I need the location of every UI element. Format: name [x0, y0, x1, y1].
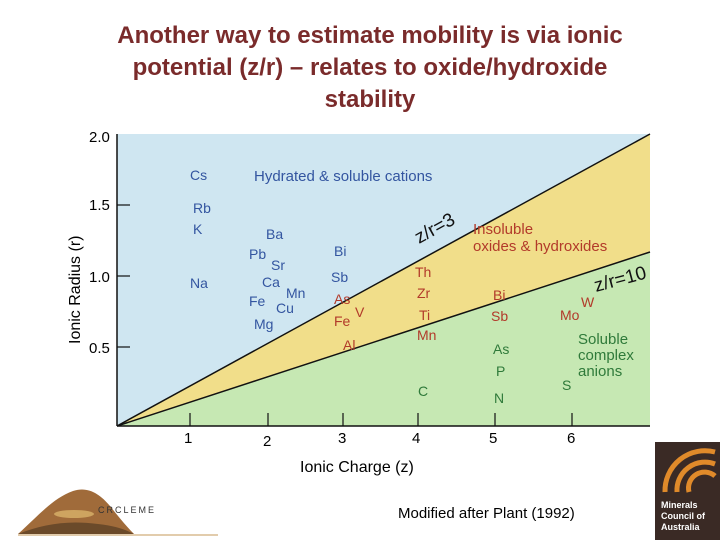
element-cs: Cs — [190, 167, 207, 183]
minerals-council-rings-icon — [662, 448, 717, 493]
element-zr: Zr — [417, 285, 431, 301]
x-tick-label-1: 1 — [184, 430, 192, 447]
mca-line-1: Minerals — [661, 500, 698, 510]
element-mn2: Mn — [286, 285, 305, 301]
region-label-insoluble-1: Insoluble — [473, 221, 533, 238]
y-axis-label: Ionic Radius (r) — [67, 236, 84, 344]
element-p: P — [496, 363, 505, 379]
minerals-council-text: Minerals Council of Australia — [661, 500, 705, 533]
x-tick-label-3: 3 — [338, 430, 346, 447]
x-tick-marks — [189, 413, 573, 426]
x-tick-label-2: 2 — [263, 433, 271, 450]
title-line-1: Another way to estimate mobility is via … — [117, 22, 623, 49]
boundary-line-zr10 — [116, 251, 651, 427]
region-label-complex-1: Soluble — [578, 331, 628, 348]
element-n: N — [494, 390, 504, 406]
element-ba: Ba — [266, 226, 283, 242]
element-as5: As — [493, 341, 509, 357]
element-mg: Mg — [254, 316, 273, 332]
element-mn4: Mn — [417, 327, 436, 343]
element-fe3: Fe — [334, 313, 351, 329]
element-as3: As — [334, 291, 350, 307]
element-s: S — [562, 377, 571, 393]
crcleme-logo: CRCLEME — [18, 476, 218, 540]
crcleme-logo-text: CRCLEME — [98, 505, 157, 515]
y-tick-label-2-0: 2.0 — [89, 129, 110, 146]
element-sb3: Sb — [331, 269, 348, 285]
element-v: V — [355, 304, 365, 320]
title-line-3: stability — [324, 86, 416, 113]
region-label-complex-3: anions — [578, 363, 622, 380]
source-credit: Modified after Plant (1992) — [398, 505, 575, 522]
element-pb: Pb — [249, 246, 266, 262]
element-mo: Mo — [560, 307, 580, 323]
y-tick-label-1-0: 1.0 — [89, 269, 110, 286]
minerals-council-logo: Minerals Council of Australia — [655, 442, 720, 540]
element-fe2: Fe — [249, 293, 266, 309]
crcleme-logo-graphic — [18, 489, 218, 536]
element-c: C — [418, 383, 428, 399]
element-cu: Cu — [276, 300, 294, 316]
y-tick-label-1-5: 1.5 — [89, 197, 110, 214]
y-tick-label-0-5: 0.5 — [89, 340, 110, 357]
mca-line-2: Council of — [661, 511, 705, 521]
element-bi5: Bi — [493, 287, 505, 303]
element-bi3: Bi — [334, 243, 346, 259]
boundary-line-zr3 — [116, 133, 651, 427]
title-line-2: potential (z/r) – relates to oxide/hydro… — [132, 54, 608, 81]
element-labels-insoluble: As V Fe Al Th Zr Ti Mn Bi Sb Mo W — [334, 264, 595, 353]
region-label-soluble-cations: Hydrated & soluble cations — [254, 168, 432, 185]
element-ca: Ca — [262, 274, 280, 290]
element-labels-complex: C As P N S — [418, 341, 571, 406]
x-tick-label-4: 4 — [412, 430, 420, 447]
x-tick-label-5: 5 — [489, 430, 497, 447]
y-tick-marks — [117, 204, 130, 348]
element-sb5: Sb — [491, 308, 508, 324]
element-k: K — [193, 221, 203, 237]
region-label-complex-2: complex — [578, 347, 634, 364]
element-na: Na — [190, 275, 208, 291]
element-ti: Ti — [419, 307, 430, 323]
x-tick-label-6: 6 — [567, 430, 575, 447]
slide-title: Another way to estimate mobility is via … — [40, 20, 700, 116]
element-al: Al — [343, 337, 355, 353]
element-rb: Rb — [193, 200, 211, 216]
x-axis-label: Ionic Charge (z) — [300, 459, 414, 476]
element-sr: Sr — [271, 257, 285, 273]
element-th: Th — [415, 264, 431, 280]
element-w: W — [581, 294, 595, 310]
mca-line-3: Australia — [661, 522, 700, 532]
element-labels-cations: Cs Rb K Na Ba Pb Sr Ca Mn Fe Cu Mg Bi Sb — [190, 167, 348, 332]
region-label-insoluble-2: oxides & hydroxides — [473, 238, 607, 255]
